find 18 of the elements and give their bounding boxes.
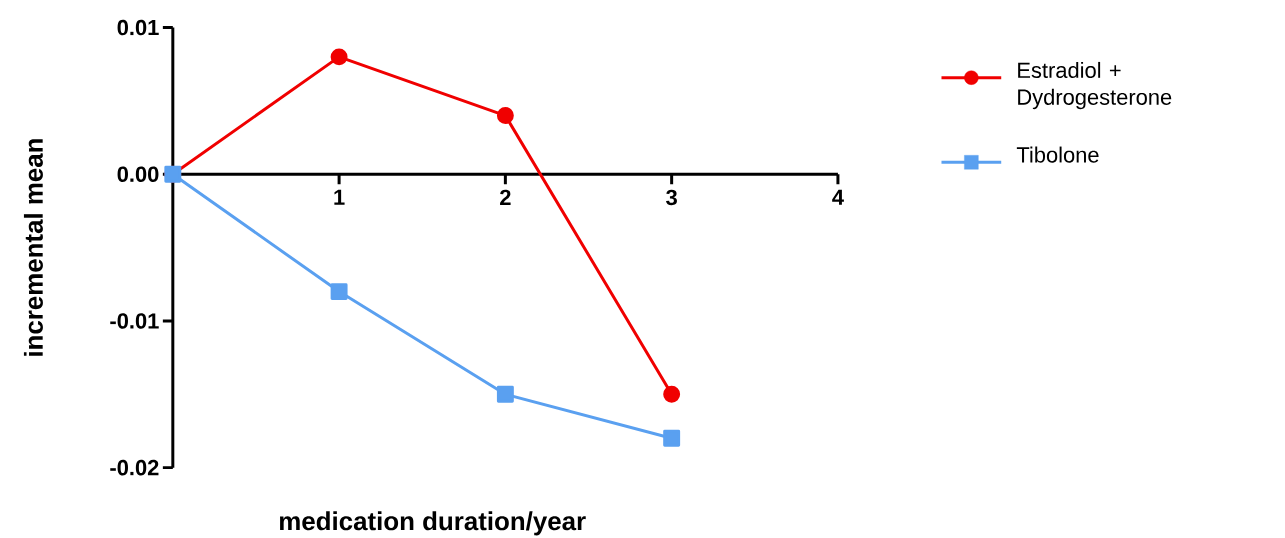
y-tick-label: -0.01 <box>110 313 159 329</box>
x-tick-label: 4 <box>832 189 844 205</box>
point <box>496 385 514 403</box>
point <box>330 283 348 301</box>
x-axis-title: medication duration/year <box>279 511 586 536</box>
y-tick-label: 0.00 <box>117 166 159 183</box>
point <box>330 48 348 66</box>
point <box>663 429 681 447</box>
y-axis-title: incremental mean <box>23 139 43 357</box>
legend-label: Estradiol + Dydrogesterone <box>1018 62 1172 110</box>
x-tick-label: 3 <box>666 189 677 206</box>
y-tick-label: -0.02 <box>110 460 159 476</box>
legend-label: Tibolone <box>1016 146 1099 163</box>
point <box>496 107 514 125</box>
point <box>663 385 681 403</box>
y-tick-label: 0.01 <box>117 19 159 36</box>
x-tick-label: 1 <box>334 189 345 205</box>
x-tick-label: 2 <box>500 189 511 206</box>
